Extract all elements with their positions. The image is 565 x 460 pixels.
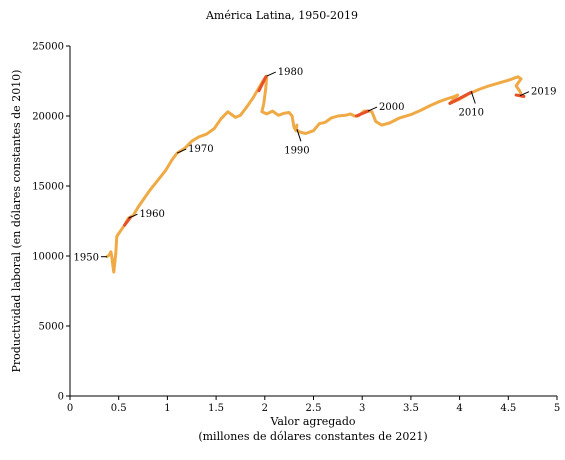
year-label: 2019 xyxy=(531,87,556,98)
x-axis-ticks: 0 0.5 1 1.5 2 2.5 3 3.5 4 4.5 5 xyxy=(67,396,560,414)
series-highlight-segment xyxy=(257,75,268,93)
x-tick-label: 3 xyxy=(359,403,365,414)
annotation-leader xyxy=(176,148,187,154)
y-tick-label: 5000 xyxy=(39,322,64,333)
x-tick-label: 5 xyxy=(554,403,560,414)
y-tick-label: 25000 xyxy=(32,42,64,53)
y-axis-ticks: 0 5000 10000 15000 20000 25000 xyxy=(32,42,70,403)
x-axis-subtitle: (millones de dólares constantes de 2021) xyxy=(198,430,427,443)
y-axis-title: Productividad laboral (en dólares consta… xyxy=(10,70,23,373)
annotation-leader xyxy=(519,91,530,97)
chart-title: América Latina, 1950-2019 xyxy=(205,9,358,22)
annotation-leader xyxy=(470,91,476,104)
x-tick-label: 1.5 xyxy=(208,403,224,414)
year-label: 1990 xyxy=(284,145,309,156)
x-tick-label: 2.5 xyxy=(306,403,322,414)
annotation-leader xyxy=(367,106,378,112)
series-highlight-segment xyxy=(448,90,473,105)
series-highlight-segment xyxy=(354,109,370,118)
year-label: 1960 xyxy=(139,209,164,220)
year-label: 1980 xyxy=(278,67,303,78)
x-tick-label: 4.5 xyxy=(500,403,516,414)
plot-area: 0 0.5 1 1.5 2 2.5 3 3.5 4 4.5 5 0 5000 10000 15000 200… xyxy=(32,42,560,415)
y-tick-label: 20000 xyxy=(32,112,64,123)
year-label: 2010 xyxy=(459,108,484,119)
x-axis-title: Valor agregado xyxy=(269,415,355,428)
y-tick-label: 15000 xyxy=(32,182,64,193)
x-tick-label: 4 xyxy=(456,403,462,414)
year-annotations: 1950 1960 1970 1980 1990 2000 2010 2019 xyxy=(74,67,557,264)
year-label: 1950 xyxy=(74,253,99,264)
x-tick-label: 0.5 xyxy=(111,403,127,414)
y-tick-label: 0 xyxy=(58,392,64,403)
annotation-leader xyxy=(128,213,138,219)
y-tick-label: 10000 xyxy=(32,252,64,263)
x-tick-label: 2 xyxy=(262,403,268,414)
year-label: 2000 xyxy=(379,102,404,113)
annotation-leader xyxy=(296,129,302,142)
x-tick-label: 3.5 xyxy=(403,403,419,414)
series-group xyxy=(105,74,526,274)
series-line xyxy=(105,74,526,274)
x-tick-label: 1 xyxy=(164,403,170,414)
x-tick-label: 0 xyxy=(67,403,73,414)
annotation-leader xyxy=(266,71,276,77)
year-label: 1970 xyxy=(188,144,213,155)
series-highlight-segment xyxy=(123,216,132,227)
